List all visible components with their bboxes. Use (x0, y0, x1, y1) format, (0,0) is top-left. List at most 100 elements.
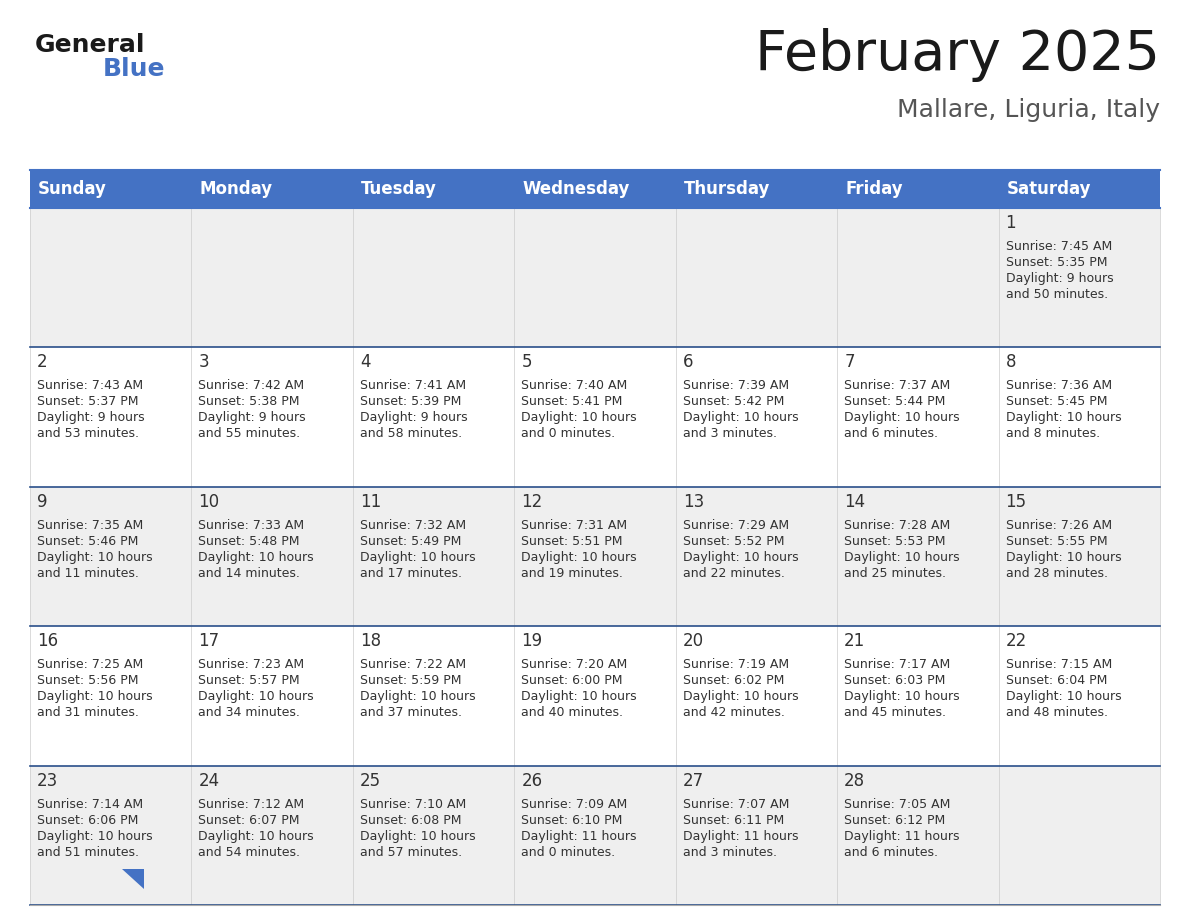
Text: Sunrise: 7:43 AM: Sunrise: 7:43 AM (37, 379, 143, 392)
Text: 12: 12 (522, 493, 543, 510)
Text: and 0 minutes.: and 0 minutes. (522, 428, 615, 441)
Text: Mallare, Liguria, Italy: Mallare, Liguria, Italy (897, 98, 1159, 122)
Text: Daylight: 10 hours: Daylight: 10 hours (683, 551, 798, 564)
Text: 15: 15 (1005, 493, 1026, 510)
Text: Sunrise: 7:12 AM: Sunrise: 7:12 AM (198, 798, 304, 811)
Text: 4: 4 (360, 353, 371, 372)
Text: Daylight: 10 hours: Daylight: 10 hours (360, 830, 475, 843)
Text: General: General (34, 33, 145, 57)
Text: Sunrise: 7:32 AM: Sunrise: 7:32 AM (360, 519, 466, 532)
Text: Sunrise: 7:31 AM: Sunrise: 7:31 AM (522, 519, 627, 532)
Bar (30, 626, 1159, 766)
Text: Daylight: 10 hours: Daylight: 10 hours (360, 551, 475, 564)
Text: 16: 16 (37, 633, 58, 650)
Text: Wednesday: Wednesday (523, 180, 630, 198)
Text: and 8 minutes.: and 8 minutes. (1005, 428, 1100, 441)
Text: Sunset: 6:04 PM: Sunset: 6:04 PM (1005, 674, 1107, 688)
Text: 20: 20 (683, 633, 703, 650)
Text: 5: 5 (522, 353, 532, 372)
Text: Sunrise: 7:33 AM: Sunrise: 7:33 AM (198, 519, 304, 532)
Text: Sunrise: 7:29 AM: Sunrise: 7:29 AM (683, 519, 789, 532)
Text: Daylight: 11 hours: Daylight: 11 hours (522, 830, 637, 843)
Text: Daylight: 10 hours: Daylight: 10 hours (37, 690, 152, 703)
Text: Daylight: 10 hours: Daylight: 10 hours (360, 690, 475, 703)
Text: 25: 25 (360, 772, 381, 789)
Text: Sunset: 6:03 PM: Sunset: 6:03 PM (845, 674, 946, 688)
Text: Sunrise: 7:09 AM: Sunrise: 7:09 AM (522, 798, 627, 811)
Text: and 53 minutes.: and 53 minutes. (37, 428, 139, 441)
Text: Sunrise: 7:05 AM: Sunrise: 7:05 AM (845, 798, 950, 811)
Text: Sunset: 5:42 PM: Sunset: 5:42 PM (683, 396, 784, 409)
Text: and 6 minutes.: and 6 minutes. (845, 428, 939, 441)
Text: and 45 minutes.: and 45 minutes. (845, 706, 946, 719)
Text: Sunset: 6:02 PM: Sunset: 6:02 PM (683, 674, 784, 688)
Text: and 58 minutes.: and 58 minutes. (360, 428, 462, 441)
Text: and 0 minutes.: and 0 minutes. (522, 845, 615, 858)
Text: Thursday: Thursday (684, 180, 770, 198)
Text: and 50 minutes.: and 50 minutes. (1005, 288, 1107, 301)
Text: Sunset: 5:38 PM: Sunset: 5:38 PM (198, 396, 299, 409)
Text: Friday: Friday (845, 180, 903, 198)
Text: Sunset: 5:59 PM: Sunset: 5:59 PM (360, 674, 461, 688)
Text: Sunset: 5:44 PM: Sunset: 5:44 PM (845, 396, 946, 409)
Text: and 34 minutes.: and 34 minutes. (198, 706, 301, 719)
Text: Sunrise: 7:26 AM: Sunrise: 7:26 AM (1005, 519, 1112, 532)
Text: Daylight: 9 hours: Daylight: 9 hours (360, 411, 468, 424)
Text: Blue: Blue (103, 57, 165, 81)
Text: Sunrise: 7:35 AM: Sunrise: 7:35 AM (37, 519, 144, 532)
Text: Sunset: 6:12 PM: Sunset: 6:12 PM (845, 813, 946, 826)
Text: Daylight: 10 hours: Daylight: 10 hours (522, 411, 637, 424)
Text: Sunset: 5:35 PM: Sunset: 5:35 PM (1005, 256, 1107, 269)
Text: 28: 28 (845, 772, 865, 789)
Text: 18: 18 (360, 633, 381, 650)
Text: Sunset: 5:56 PM: Sunset: 5:56 PM (37, 674, 139, 688)
Text: 19: 19 (522, 633, 543, 650)
Text: Sunset: 5:37 PM: Sunset: 5:37 PM (37, 396, 139, 409)
Text: Sunrise: 7:28 AM: Sunrise: 7:28 AM (845, 519, 950, 532)
Text: Monday: Monday (200, 180, 272, 198)
Text: and 37 minutes.: and 37 minutes. (360, 706, 462, 719)
Text: Daylight: 10 hours: Daylight: 10 hours (845, 551, 960, 564)
Text: Sunset: 6:00 PM: Sunset: 6:00 PM (522, 674, 623, 688)
Text: and 17 minutes.: and 17 minutes. (360, 566, 462, 580)
Polygon shape (122, 869, 144, 889)
Text: 26: 26 (522, 772, 543, 789)
Bar (30, 766, 1159, 905)
Text: Sunrise: 7:23 AM: Sunrise: 7:23 AM (198, 658, 304, 671)
Text: Sunrise: 7:20 AM: Sunrise: 7:20 AM (522, 658, 627, 671)
Text: and 28 minutes.: and 28 minutes. (1005, 566, 1107, 580)
Text: 6: 6 (683, 353, 694, 372)
Text: 10: 10 (198, 493, 220, 510)
Text: Sunrise: 7:42 AM: Sunrise: 7:42 AM (198, 379, 304, 392)
Text: Daylight: 11 hours: Daylight: 11 hours (683, 830, 798, 843)
Text: and 3 minutes.: and 3 minutes. (683, 428, 777, 441)
Text: 11: 11 (360, 493, 381, 510)
Text: Sunset: 5:57 PM: Sunset: 5:57 PM (198, 674, 301, 688)
Text: Daylight: 10 hours: Daylight: 10 hours (37, 830, 152, 843)
Text: Sunrise: 7:14 AM: Sunrise: 7:14 AM (37, 798, 143, 811)
Bar (30, 487, 1159, 626)
Text: Sunset: 5:51 PM: Sunset: 5:51 PM (522, 535, 623, 548)
Text: and 22 minutes.: and 22 minutes. (683, 566, 784, 580)
Text: Daylight: 10 hours: Daylight: 10 hours (522, 690, 637, 703)
Text: 1: 1 (1005, 214, 1016, 232)
Text: Daylight: 10 hours: Daylight: 10 hours (1005, 551, 1121, 564)
Text: Sunset: 5:46 PM: Sunset: 5:46 PM (37, 535, 138, 548)
Text: Daylight: 10 hours: Daylight: 10 hours (845, 411, 960, 424)
Text: Sunrise: 7:10 AM: Sunrise: 7:10 AM (360, 798, 466, 811)
Text: Daylight: 10 hours: Daylight: 10 hours (198, 690, 314, 703)
Text: Daylight: 10 hours: Daylight: 10 hours (522, 551, 637, 564)
Text: 24: 24 (198, 772, 220, 789)
Text: and 19 minutes.: and 19 minutes. (522, 566, 624, 580)
Text: Sunrise: 7:22 AM: Sunrise: 7:22 AM (360, 658, 466, 671)
Bar (30, 347, 1159, 487)
Text: Sunrise: 7:40 AM: Sunrise: 7:40 AM (522, 379, 627, 392)
Text: Sunset: 6:10 PM: Sunset: 6:10 PM (522, 813, 623, 826)
Text: Sunset: 5:39 PM: Sunset: 5:39 PM (360, 396, 461, 409)
Text: Daylight: 10 hours: Daylight: 10 hours (198, 830, 314, 843)
Text: 17: 17 (198, 633, 220, 650)
Text: 7: 7 (845, 353, 854, 372)
Text: Daylight: 11 hours: Daylight: 11 hours (845, 830, 960, 843)
Text: Daylight: 10 hours: Daylight: 10 hours (1005, 690, 1121, 703)
Text: 2: 2 (37, 353, 48, 372)
